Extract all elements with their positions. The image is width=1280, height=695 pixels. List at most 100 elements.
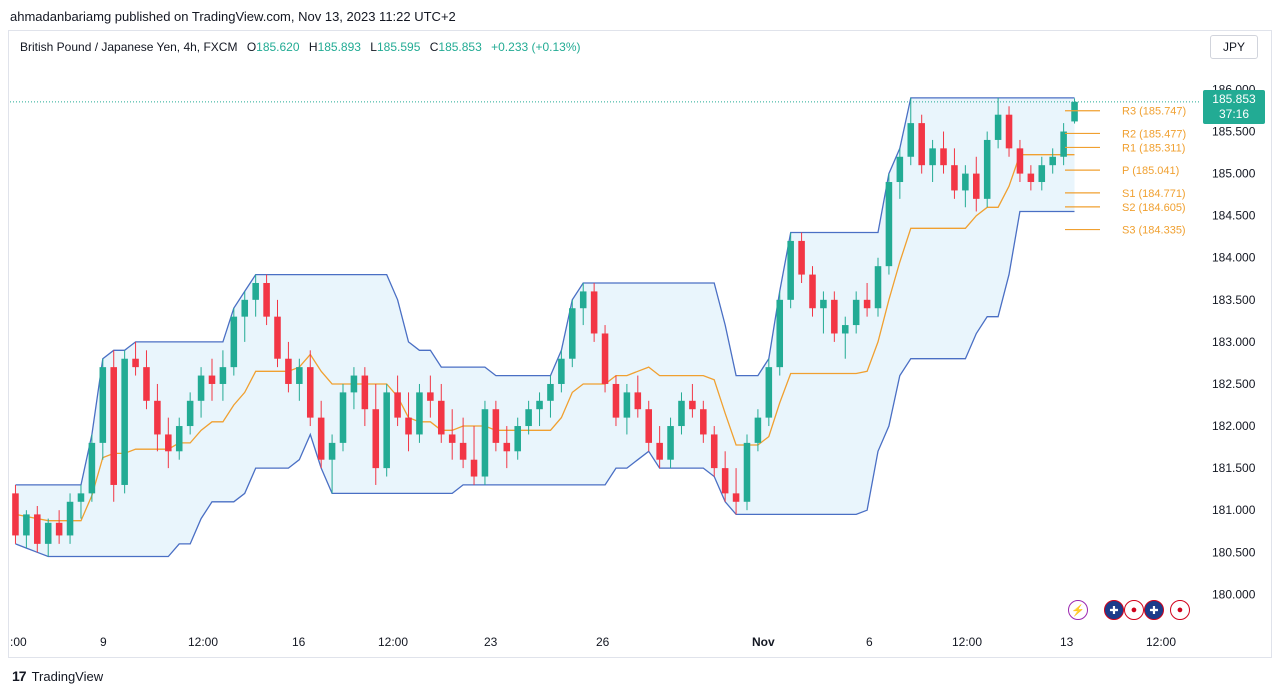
candle-body — [689, 400, 696, 410]
candle-body — [667, 426, 674, 460]
candle-body — [55, 522, 63, 536]
candle-body — [197, 375, 205, 401]
candle-body — [481, 409, 489, 477]
candle-body — [634, 392, 642, 410]
candle-body — [569, 308, 576, 359]
low-value: 185.595 — [376, 40, 421, 54]
candle-body — [874, 266, 882, 309]
pivot-label: R1 (185.311) — [1122, 142, 1185, 154]
change-value: +0.233 (+0.13%) — [491, 40, 581, 54]
candle-body — [1049, 156, 1056, 166]
x-tick-label: 23 — [484, 635, 498, 649]
uk-flag-icon[interactable]: ✚ — [1104, 600, 1124, 620]
candle-body — [547, 383, 554, 401]
candle-body — [525, 409, 532, 427]
x-tick-label: :00 — [10, 635, 27, 649]
pivot-label: R3 (185.747) — [1122, 106, 1186, 118]
candle-body — [1038, 165, 1046, 183]
japan-flag-icon[interactable]: ● — [1170, 600, 1190, 620]
candle-body — [241, 299, 249, 317]
candle-body — [678, 400, 685, 427]
candle-body — [787, 240, 794, 300]
candle-body — [263, 282, 270, 317]
y-tick-label: 180.000 — [1212, 587, 1256, 601]
candle-body — [459, 442, 467, 460]
candle-body — [1060, 131, 1067, 157]
uk-flag-icon[interactable]: ✚ — [1144, 600, 1164, 620]
y-tick-label: 181.000 — [1212, 503, 1256, 517]
high-value: 185.893 — [317, 40, 361, 54]
candle-body — [252, 282, 259, 300]
candle-body — [852, 299, 860, 326]
candle-body — [798, 240, 805, 275]
candle-body — [885, 182, 893, 267]
candle-body — [121, 358, 128, 485]
candle-body — [470, 459, 478, 477]
y-tick-label: 182.000 — [1212, 419, 1256, 433]
x-tick-label: Nov — [752, 635, 775, 649]
candle-body — [831, 299, 838, 334]
candle-body — [514, 426, 521, 452]
channel-upper-line — [15, 97, 1075, 486]
candle-body — [579, 291, 587, 309]
candle-body — [427, 392, 434, 401]
pivot-label: S1 (184.771) — [1122, 188, 1186, 200]
candle-body — [863, 299, 871, 309]
low-label: L — [370, 40, 377, 54]
candle-body — [328, 442, 336, 460]
candle-body — [438, 400, 445, 435]
candle-body — [186, 400, 194, 427]
x-tick-label: 12:00 — [952, 635, 982, 649]
y-tick-label: 185.000 — [1212, 167, 1256, 181]
x-tick-label: 12:00 — [378, 635, 408, 649]
last-price: 185.853 — [1212, 92, 1256, 106]
candle-body — [175, 426, 183, 452]
channel-lower-line — [15, 210, 1075, 558]
brand-name[interactable]: TradingView — [31, 668, 104, 684]
candle-body — [700, 409, 707, 435]
last-price-badge: 185.853 37:16 — [1203, 90, 1265, 124]
candle-body — [492, 409, 500, 443]
candle-body — [394, 392, 401, 418]
candle-body — [656, 442, 663, 460]
candle-body — [645, 409, 652, 443]
candle-body — [154, 400, 161, 435]
candle-body — [110, 367, 117, 485]
candle-body — [306, 367, 314, 418]
candle-body — [743, 442, 751, 502]
candle-body — [12, 493, 19, 536]
japan-flag-icon[interactable]: ● — [1124, 600, 1144, 620]
y-tick-label: 183.000 — [1212, 335, 1256, 349]
candle-body — [285, 358, 292, 384]
currency-button[interactable]: JPY — [1210, 35, 1258, 59]
candle-body — [274, 316, 281, 359]
candle-body — [143, 367, 150, 401]
lightning-icon[interactable]: ⚡ — [1068, 600, 1088, 620]
candle-body — [44, 522, 52, 544]
candle-body — [23, 514, 30, 536]
symbol-label[interactable]: British Pound / Japanese Yen, 4h, FXCM — [20, 40, 238, 54]
x-tick-label: 26 — [596, 635, 610, 649]
candle-body — [896, 156, 904, 183]
candle-body — [230, 316, 238, 368]
candle-body — [841, 325, 849, 334]
candle-body — [973, 173, 980, 199]
candle-body — [66, 501, 74, 536]
x-tick-label: 13 — [1060, 635, 1074, 649]
candle-body — [503, 442, 511, 452]
pivot-label: P (185.041) — [1122, 165, 1179, 177]
footer: 17 TradingView — [12, 668, 103, 684]
candle-body — [590, 291, 598, 334]
y-tick-label: 184.000 — [1212, 251, 1256, 265]
candle-body — [962, 173, 969, 191]
high-label: H — [308, 40, 318, 54]
candle-body — [612, 383, 620, 418]
candle-body — [448, 434, 456, 443]
candle-body — [929, 148, 936, 166]
chart-legend: British Pound / Japanese Yen, 4h, FXCM O… — [20, 40, 581, 54]
candle-body — [416, 392, 423, 435]
candle-body — [1005, 114, 1013, 149]
x-tick-label: 16 — [292, 635, 306, 649]
tradingview-logo-icon[interactable]: 17 — [12, 668, 27, 684]
